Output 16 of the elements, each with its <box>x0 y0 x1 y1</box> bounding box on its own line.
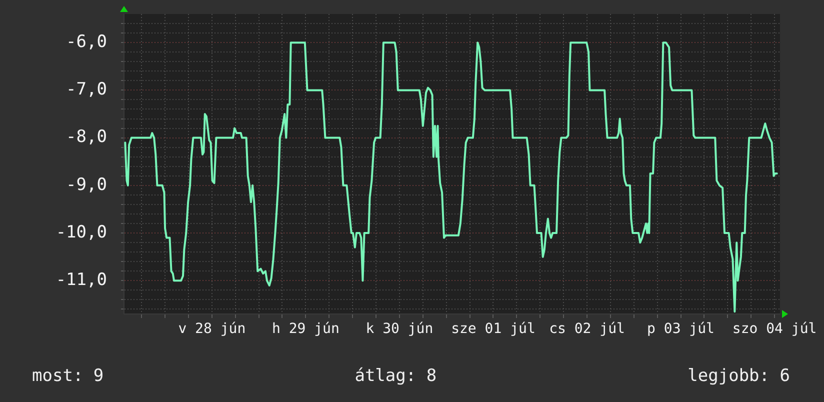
y-tick-label: -8,0 <box>66 127 107 148</box>
text: átlag: 8 <box>354 366 437 386</box>
x-tick-label: cs 02 júl <box>549 321 625 338</box>
x-tick-label: h 29 jún <box>272 321 340 338</box>
y-tick-label: -9,0 <box>66 174 107 195</box>
y-tick-label: -11,0 <box>56 270 107 290</box>
text: most: 9 <box>32 366 104 386</box>
text: legjobb: 6 <box>688 366 790 386</box>
x-tick-label: v 28 jún <box>178 321 246 338</box>
x-tick-label: k 30 jún <box>366 321 434 338</box>
y-tick-label: -10,0 <box>56 222 107 242</box>
x-tick-label: p 03 júl <box>647 321 714 338</box>
x-tick-label: szo 04 júl <box>732 321 817 338</box>
y-tick-label: -7,0 <box>66 80 107 100</box>
x-tick-label: sze 01 júl <box>451 321 536 338</box>
y-tick-label: -6,0 <box>66 32 107 52</box>
